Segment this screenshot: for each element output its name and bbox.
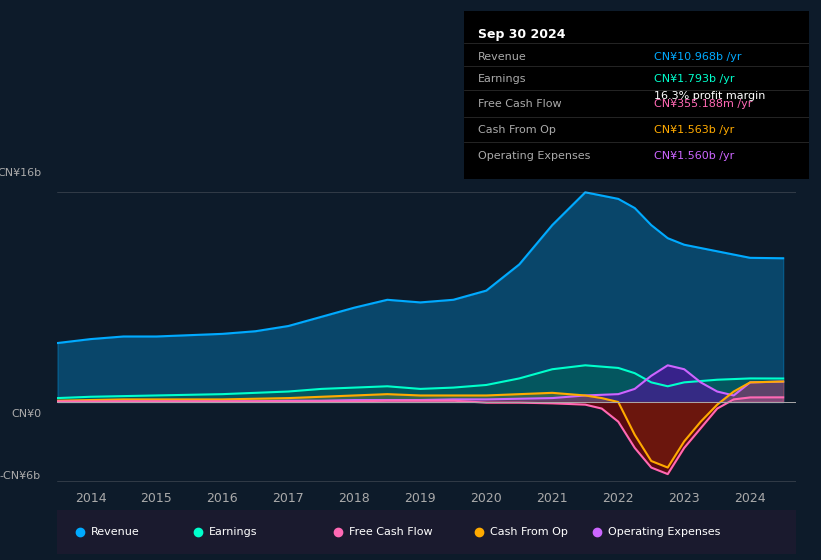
Text: CN¥0: CN¥0 [11, 409, 41, 419]
Text: -CN¥6b: -CN¥6b [0, 471, 41, 481]
Text: Free Cash Flow: Free Cash Flow [350, 527, 433, 537]
Text: CN¥1.560b /yr: CN¥1.560b /yr [654, 151, 734, 161]
Text: CN¥355.188m /yr: CN¥355.188m /yr [654, 99, 752, 109]
Text: Revenue: Revenue [91, 527, 140, 537]
Text: Sep 30 2024: Sep 30 2024 [478, 28, 565, 41]
Text: Earnings: Earnings [478, 74, 526, 84]
Text: CN¥1.793b /yr: CN¥1.793b /yr [654, 74, 734, 84]
Text: Earnings: Earnings [209, 527, 258, 537]
Text: Operating Expenses: Operating Expenses [608, 527, 720, 537]
Text: CN¥16b: CN¥16b [0, 169, 41, 179]
Text: CN¥10.968b /yr: CN¥10.968b /yr [654, 52, 741, 62]
Text: CN¥1.563b /yr: CN¥1.563b /yr [654, 125, 734, 136]
Text: 16.3% profit margin: 16.3% profit margin [654, 91, 765, 101]
Text: Revenue: Revenue [478, 52, 526, 62]
Text: Free Cash Flow: Free Cash Flow [478, 99, 562, 109]
Text: Cash From Op: Cash From Op [478, 125, 556, 136]
Text: Cash From Op: Cash From Op [490, 527, 567, 537]
Text: Operating Expenses: Operating Expenses [478, 151, 590, 161]
